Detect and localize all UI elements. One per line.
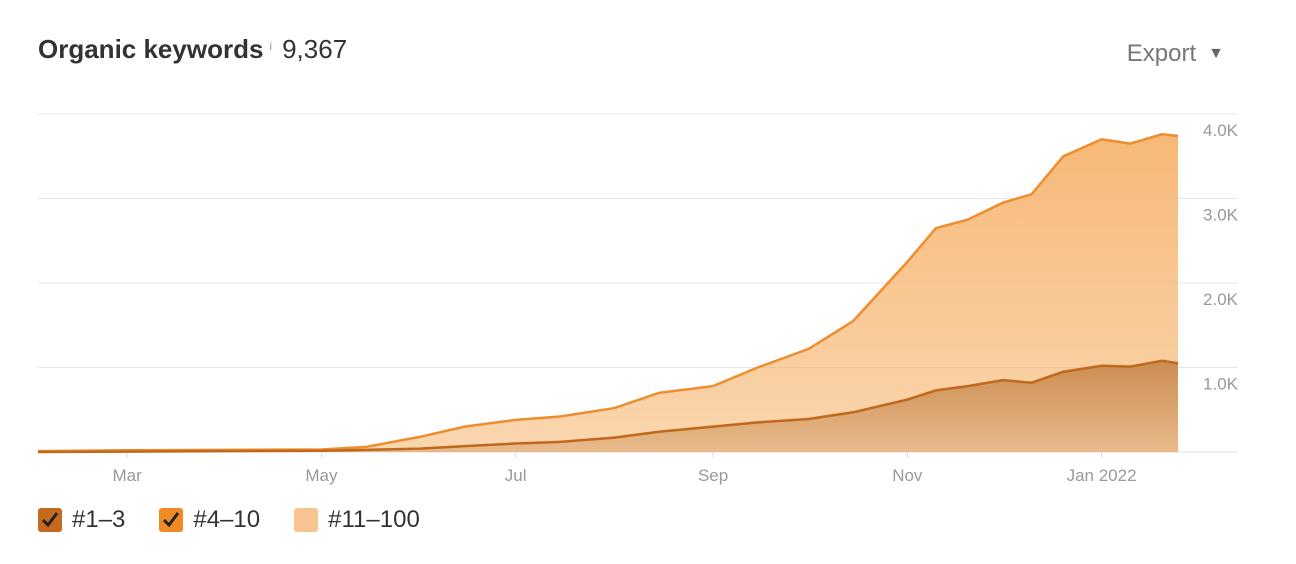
y-tick-label: 3.0K: [1203, 206, 1239, 225]
y-tick-label: 1.0K: [1203, 375, 1239, 394]
checkbox-1-3[interactable]: [38, 508, 62, 532]
legend-item-1-3[interactable]: #1–3: [38, 506, 125, 534]
area-11-100: [38, 134, 1178, 452]
export-button[interactable]: Export ▼: [1127, 40, 1224, 68]
checkbox-4-10[interactable]: [159, 508, 184, 532]
legend-label-1-3: #1–3: [72, 506, 126, 533]
line-11-100: [37, 133, 1179, 453]
x-tick-label: Jan 2022: [1067, 466, 1137, 485]
legend-item-4-10[interactable]: #4–10: [159, 506, 260, 534]
y-tick-label: 4.0K: [1203, 121, 1239, 140]
area-4-10: [38, 360, 1178, 452]
legend-label-4-10: #4–10: [193, 506, 261, 533]
chart-title: Organic keywords: [38, 34, 264, 64]
x-tick-label: May: [305, 466, 338, 485]
caret-down-icon: ▼: [1208, 45, 1224, 62]
legend: #1–3 #4–10 #11–100: [38, 506, 454, 534]
check-icon: [41, 512, 59, 528]
y-tick-label: 2.0K: [1203, 290, 1239, 309]
export-label: Export: [1126, 40, 1197, 67]
legend-label-11-100: #11–100: [328, 506, 420, 533]
x-tick-label: Sep: [698, 466, 728, 485]
chart-header: Organic keywords i 9,367: [38, 34, 347, 74]
check-icon: [163, 512, 180, 528]
legend-item-11-100[interactable]: #11–100: [294, 506, 420, 534]
x-tick-label: Mar: [113, 466, 143, 485]
checkbox-11-100[interactable]: [294, 508, 319, 532]
info-icon[interactable]: i: [269, 39, 273, 53]
x-tick-label: Jul: [505, 466, 527, 485]
keyword-count: 9,367: [282, 34, 348, 64]
line-4-10: [37, 359, 1179, 454]
x-tick-label: Nov: [892, 466, 923, 485]
